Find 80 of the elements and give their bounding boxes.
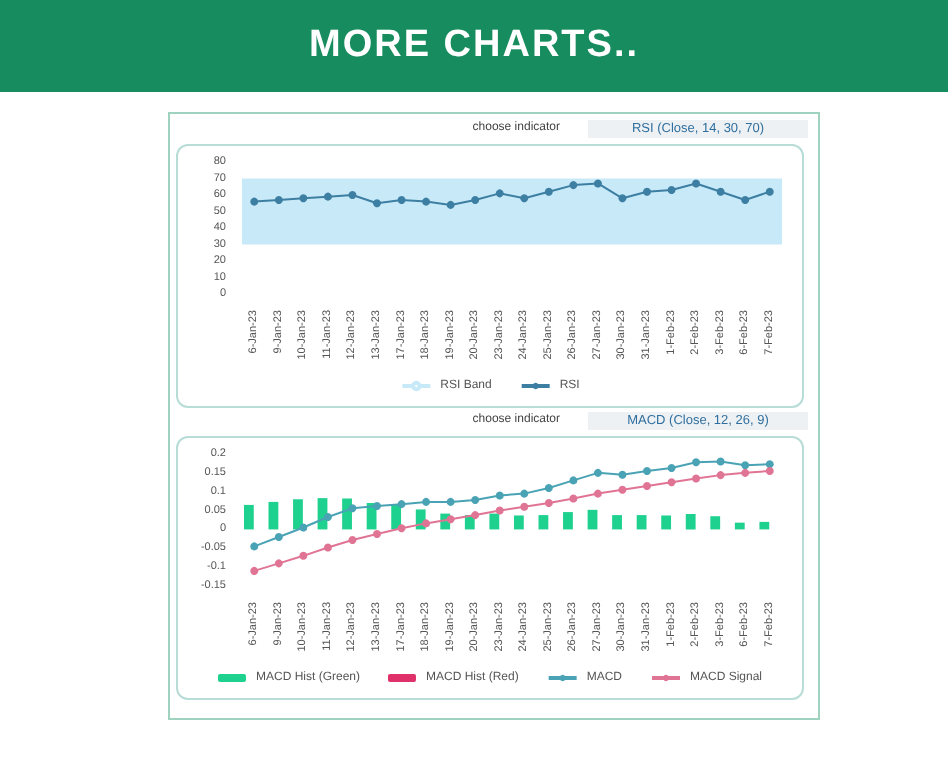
point bbox=[692, 458, 701, 467]
point bbox=[741, 468, 750, 477]
bar bbox=[293, 499, 303, 530]
point bbox=[274, 559, 283, 568]
point bbox=[643, 466, 651, 475]
bar bbox=[685, 513, 696, 530]
point bbox=[299, 194, 308, 203]
point bbox=[667, 463, 676, 472]
point bbox=[569, 476, 578, 485]
point bbox=[765, 466, 774, 475]
bar bbox=[268, 501, 279, 530]
point bbox=[299, 551, 308, 560]
point bbox=[446, 515, 455, 524]
bar bbox=[612, 515, 622, 530]
point bbox=[397, 195, 406, 204]
point bbox=[495, 491, 504, 500]
point bbox=[716, 187, 725, 196]
point bbox=[323, 543, 332, 552]
point bbox=[250, 542, 259, 551]
point bbox=[692, 474, 701, 483]
bar bbox=[734, 522, 745, 530]
point bbox=[446, 497, 455, 506]
bar bbox=[563, 512, 573, 530]
point bbox=[716, 471, 725, 480]
point bbox=[544, 483, 553, 492]
point bbox=[495, 189, 504, 198]
point bbox=[323, 512, 332, 521]
point bbox=[569, 181, 578, 190]
point bbox=[274, 195, 283, 204]
point bbox=[741, 195, 750, 204]
bar bbox=[759, 521, 770, 530]
point bbox=[692, 179, 701, 188]
point bbox=[593, 489, 602, 498]
point bbox=[765, 187, 774, 196]
point bbox=[373, 199, 381, 208]
point bbox=[471, 511, 480, 520]
point bbox=[373, 502, 381, 511]
point bbox=[250, 197, 259, 206]
point bbox=[544, 499, 553, 508]
point bbox=[643, 482, 651, 491]
point bbox=[593, 468, 602, 477]
point bbox=[348, 504, 357, 513]
point bbox=[446, 200, 455, 209]
point bbox=[716, 457, 725, 466]
point bbox=[667, 478, 676, 487]
point bbox=[765, 460, 774, 469]
point bbox=[397, 500, 406, 509]
point bbox=[643, 187, 651, 196]
point bbox=[495, 506, 504, 515]
point bbox=[422, 497, 431, 506]
point bbox=[373, 529, 381, 538]
point bbox=[422, 519, 431, 528]
point bbox=[471, 496, 480, 505]
point bbox=[569, 494, 578, 503]
bar bbox=[513, 515, 524, 530]
chart-title: MORE CHARTS.. bbox=[309, 24, 639, 68]
point bbox=[618, 194, 627, 203]
bar bbox=[243, 504, 254, 530]
point bbox=[471, 195, 480, 204]
point bbox=[741, 461, 750, 470]
bar bbox=[661, 515, 672, 530]
point bbox=[520, 194, 529, 203]
point bbox=[323, 192, 332, 201]
point bbox=[422, 197, 431, 206]
point bbox=[274, 532, 283, 541]
bar bbox=[636, 515, 647, 530]
point bbox=[348, 535, 357, 544]
point bbox=[348, 191, 357, 199]
point bbox=[299, 523, 308, 532]
bar bbox=[489, 513, 500, 530]
bar bbox=[710, 516, 721, 530]
point bbox=[520, 489, 529, 498]
point bbox=[618, 470, 627, 479]
point bbox=[520, 502, 529, 511]
point bbox=[593, 179, 602, 188]
point bbox=[618, 485, 627, 494]
point bbox=[250, 566, 259, 575]
point bbox=[397, 524, 406, 533]
point bbox=[667, 186, 676, 195]
point bbox=[544, 187, 553, 196]
